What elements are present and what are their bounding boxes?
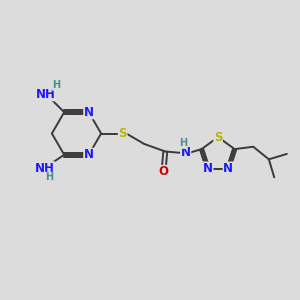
Text: NH: NH [35, 162, 55, 175]
Text: H: H [45, 172, 53, 182]
Text: O: O [159, 165, 169, 178]
Text: H: H [178, 138, 187, 148]
Text: N: N [181, 146, 191, 160]
Text: NH: NH [36, 88, 56, 101]
Text: H: H [52, 80, 60, 90]
Text: N: N [203, 162, 213, 175]
Text: N: N [84, 106, 94, 119]
Text: S: S [118, 127, 127, 140]
Text: S: S [214, 130, 222, 144]
Text: N: N [84, 148, 94, 161]
Text: N: N [223, 162, 233, 175]
